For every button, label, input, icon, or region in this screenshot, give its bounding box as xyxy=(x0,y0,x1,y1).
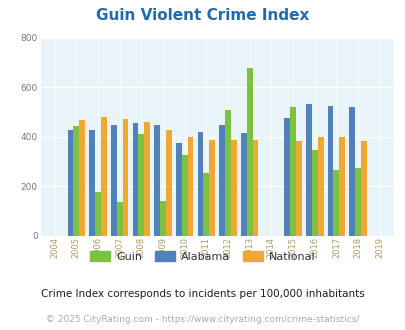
Bar xyxy=(354,168,360,236)
Bar xyxy=(122,119,128,236)
Bar xyxy=(295,141,301,236)
Bar xyxy=(327,106,333,236)
Bar xyxy=(89,130,95,236)
Bar xyxy=(317,137,323,236)
Bar xyxy=(132,123,138,236)
Bar xyxy=(240,133,246,236)
Bar xyxy=(187,137,193,236)
Bar xyxy=(138,134,144,236)
Text: Crime Index corresponds to incidents per 100,000 inhabitants: Crime Index corresponds to incidents per… xyxy=(41,289,364,299)
Bar xyxy=(154,124,160,236)
Bar xyxy=(348,107,354,236)
Bar xyxy=(79,120,85,236)
Bar xyxy=(360,141,366,236)
Bar xyxy=(311,150,317,236)
Bar xyxy=(197,131,203,236)
Bar xyxy=(175,143,181,236)
Bar xyxy=(290,107,295,236)
Bar xyxy=(219,125,224,236)
Bar xyxy=(246,68,252,236)
Bar xyxy=(224,110,230,236)
Text: Guin Violent Crime Index: Guin Violent Crime Index xyxy=(96,8,309,23)
Bar xyxy=(73,126,79,236)
Bar xyxy=(67,130,73,236)
Bar xyxy=(339,137,344,236)
Bar xyxy=(252,140,258,236)
Bar xyxy=(305,104,311,236)
Bar xyxy=(166,130,171,236)
Bar xyxy=(144,122,150,236)
Bar xyxy=(333,170,339,236)
Bar xyxy=(117,202,122,236)
Bar xyxy=(203,173,209,236)
Legend: Guin, Alabama, National: Guin, Alabama, National xyxy=(86,247,319,267)
Bar xyxy=(181,155,187,236)
Bar xyxy=(101,117,107,236)
Bar xyxy=(111,124,117,236)
Bar xyxy=(160,201,166,236)
Text: © 2025 CityRating.com - https://www.cityrating.com/crime-statistics/: © 2025 CityRating.com - https://www.city… xyxy=(46,315,359,324)
Bar xyxy=(230,140,236,236)
Bar xyxy=(284,118,290,236)
Bar xyxy=(209,140,215,236)
Bar xyxy=(95,192,101,236)
